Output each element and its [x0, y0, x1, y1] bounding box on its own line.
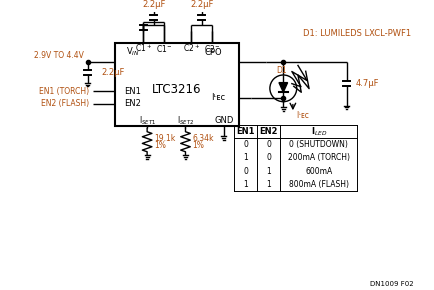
Text: EN2: EN2	[259, 127, 277, 136]
Text: 0 (SHUTDOWN): 0 (SHUTDOWN)	[289, 140, 347, 149]
Text: EN2 (FLASH): EN2 (FLASH)	[40, 99, 89, 108]
Text: C2$^+$: C2$^+$	[182, 42, 199, 54]
Text: D1: D1	[276, 66, 286, 75]
Text: 1%: 1%	[192, 141, 204, 150]
Text: Iᴸᴇᴄ: Iᴸᴇᴄ	[210, 93, 224, 102]
Text: DN1009 F02: DN1009 F02	[369, 281, 413, 287]
Text: 4.7μF: 4.7μF	[355, 79, 378, 88]
Text: 2.2μF: 2.2μF	[142, 0, 165, 9]
Text: I$_{SET2}$: I$_{SET2}$	[177, 115, 194, 127]
Text: 1: 1	[266, 180, 271, 189]
Text: Iᴸᴇᴄ: Iᴸᴇᴄ	[295, 110, 308, 119]
Text: 1: 1	[266, 167, 271, 176]
Text: 19.1k: 19.1k	[154, 134, 175, 143]
Text: EN2: EN2	[124, 99, 141, 108]
Text: 0: 0	[266, 153, 271, 162]
Text: 1: 1	[243, 153, 248, 162]
Text: V$_{IN}$: V$_{IN}$	[126, 45, 139, 58]
Polygon shape	[278, 83, 287, 92]
Text: EN1: EN1	[124, 87, 141, 96]
Text: 0: 0	[243, 167, 248, 176]
Text: C1$^+$: C1$^+$	[135, 42, 151, 54]
Text: 1%: 1%	[154, 141, 165, 150]
Bar	[114, 43, 239, 126]
Text: 800mA (FLASH): 800mA (FLASH)	[288, 180, 348, 189]
Text: LTC3216: LTC3216	[152, 83, 201, 96]
Text: CPO: CPO	[204, 48, 221, 57]
Text: 2.2μF: 2.2μF	[101, 68, 124, 77]
Text: C2$^{-}$: C2$^{-}$	[204, 43, 220, 54]
Text: C1$^{-}$: C1$^{-}$	[156, 43, 172, 54]
Text: 0: 0	[266, 140, 271, 149]
Text: EN1 (TORCH): EN1 (TORCH)	[39, 87, 89, 96]
Text: D1: LUMILEDS LXCL-PWF1: D1: LUMILEDS LXCL-PWF1	[303, 30, 411, 39]
Text: 6.34k: 6.34k	[192, 134, 213, 143]
Text: EN1: EN1	[236, 127, 255, 136]
Text: 1: 1	[243, 180, 248, 189]
Text: I$_{SET1}$: I$_{SET1}$	[138, 115, 155, 127]
Text: 2.2μF: 2.2μF	[190, 0, 213, 9]
Text: 0: 0	[243, 140, 248, 149]
Text: GND: GND	[214, 116, 233, 125]
Text: 200mA (TORCH): 200mA (TORCH)	[287, 153, 349, 162]
Text: 2.9V TO 4.4V: 2.9V TO 4.4V	[34, 51, 84, 60]
Text: I$_{LED}$: I$_{LED}$	[310, 125, 326, 137]
Text: 600mA: 600mA	[304, 167, 332, 176]
